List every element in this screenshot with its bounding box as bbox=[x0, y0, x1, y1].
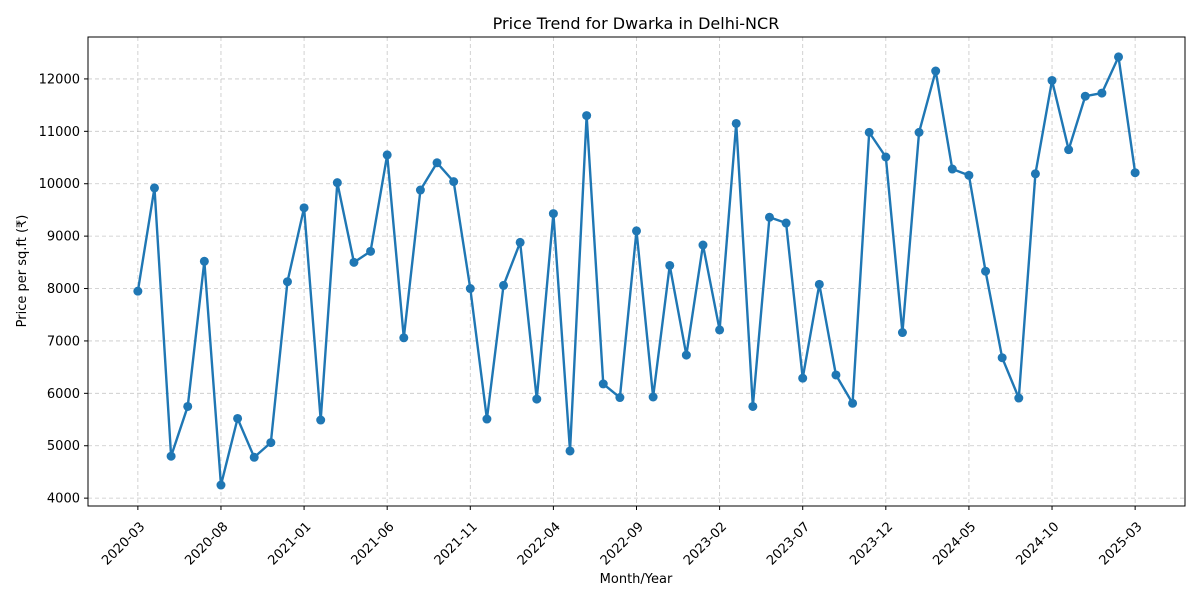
x-tick-label: 2024-10 bbox=[1013, 519, 1062, 568]
data-point bbox=[582, 111, 592, 121]
x-tick-label: 2021-06 bbox=[349, 519, 398, 568]
data-point bbox=[1114, 52, 1124, 62]
data-point bbox=[931, 66, 941, 76]
y-tick-label: 5000 bbox=[47, 439, 80, 454]
data-point bbox=[781, 218, 791, 228]
y-tick-label: 9000 bbox=[47, 230, 80, 245]
x-tick-label: 2023-07 bbox=[764, 519, 813, 568]
grid-layer bbox=[88, 37, 1185, 506]
data-point bbox=[382, 150, 392, 160]
data-point bbox=[864, 127, 874, 137]
data-point bbox=[216, 480, 226, 490]
data-point bbox=[299, 203, 309, 213]
data-point bbox=[947, 164, 957, 174]
data-point bbox=[881, 152, 891, 162]
y-tick-label: 8000 bbox=[47, 282, 80, 297]
data-point bbox=[266, 438, 276, 448]
data-point bbox=[798, 373, 808, 383]
data-point bbox=[914, 127, 924, 137]
x-tick-label: 2022-04 bbox=[515, 519, 564, 568]
x-tick-label: 2020-08 bbox=[182, 519, 231, 568]
x-axis-label: Month/Year bbox=[600, 572, 673, 587]
data-point bbox=[249, 452, 259, 462]
data-point bbox=[166, 451, 176, 461]
data-point bbox=[332, 178, 342, 188]
chart-title: Price Trend for Dwarka in Delhi-NCR bbox=[493, 14, 780, 33]
data-point bbox=[1030, 169, 1040, 179]
x-tick-label: 2023-12 bbox=[847, 519, 896, 568]
plot-frame bbox=[87, 36, 1186, 507]
y-tick-label: 11000 bbox=[39, 125, 80, 140]
data-point bbox=[598, 379, 608, 389]
data-point bbox=[731, 118, 741, 128]
data-point bbox=[964, 170, 974, 180]
data-point bbox=[831, 370, 841, 380]
data-point bbox=[1130, 168, 1140, 178]
x-tick-label: 2023-02 bbox=[681, 519, 730, 568]
data-point bbox=[632, 226, 641, 236]
y-axis-label: Price per sq.ft (₹) bbox=[15, 215, 30, 328]
y-tick-label: 12000 bbox=[39, 72, 80, 87]
data-point bbox=[897, 328, 907, 338]
data-point bbox=[482, 414, 492, 424]
data-point bbox=[515, 237, 525, 247]
y-tick-label: 6000 bbox=[47, 387, 80, 402]
data-point bbox=[499, 280, 509, 290]
data-point bbox=[615, 393, 625, 403]
x-tick-label: 2022-09 bbox=[598, 519, 647, 568]
data-point bbox=[183, 401, 193, 411]
data-point bbox=[981, 266, 991, 276]
data-point bbox=[715, 325, 725, 335]
x-tick-label: 2021-11 bbox=[432, 519, 481, 568]
data-point bbox=[1014, 393, 1024, 403]
data-point bbox=[997, 353, 1007, 363]
data-point bbox=[1097, 88, 1107, 98]
x-tick-label: 2020-03 bbox=[99, 519, 148, 568]
data-point bbox=[814, 279, 824, 289]
data-point bbox=[648, 392, 658, 402]
data-point bbox=[548, 209, 558, 219]
data-point bbox=[149, 183, 159, 193]
data-point bbox=[565, 446, 575, 456]
data-point bbox=[1047, 75, 1057, 85]
data-point bbox=[282, 277, 292, 287]
data-point bbox=[233, 413, 243, 423]
x-tick-label: 2021-01 bbox=[265, 519, 314, 568]
data-point bbox=[848, 398, 858, 408]
data-point bbox=[665, 260, 675, 270]
data-point bbox=[366, 246, 376, 256]
data-point bbox=[399, 333, 409, 343]
data-point bbox=[764, 212, 774, 222]
data-point bbox=[748, 401, 758, 411]
y-tick-label: 10000 bbox=[39, 177, 80, 192]
data-point bbox=[133, 286, 143, 296]
data-point bbox=[349, 257, 359, 267]
data-point bbox=[681, 350, 691, 360]
series-layer bbox=[133, 52, 1140, 490]
data-point bbox=[532, 394, 542, 404]
data-point bbox=[432, 158, 442, 168]
y-tick-label: 7000 bbox=[47, 334, 80, 349]
x-tick-label: 2024-05 bbox=[930, 519, 979, 568]
data-point bbox=[449, 177, 459, 187]
data-point bbox=[698, 240, 708, 250]
x-tick-label: 2025-03 bbox=[1097, 519, 1146, 568]
y-tick-label: 4000 bbox=[47, 492, 80, 507]
axes-layer: 4000 5000 6000 7000 8000 9000 10000 11000 12000 2… bbox=[39, 72, 1146, 568]
data-point bbox=[316, 415, 326, 425]
data-point bbox=[465, 284, 475, 294]
data-point bbox=[199, 256, 209, 266]
data-point bbox=[415, 185, 425, 195]
data-point bbox=[1064, 145, 1074, 155]
data-point bbox=[1080, 91, 1090, 101]
